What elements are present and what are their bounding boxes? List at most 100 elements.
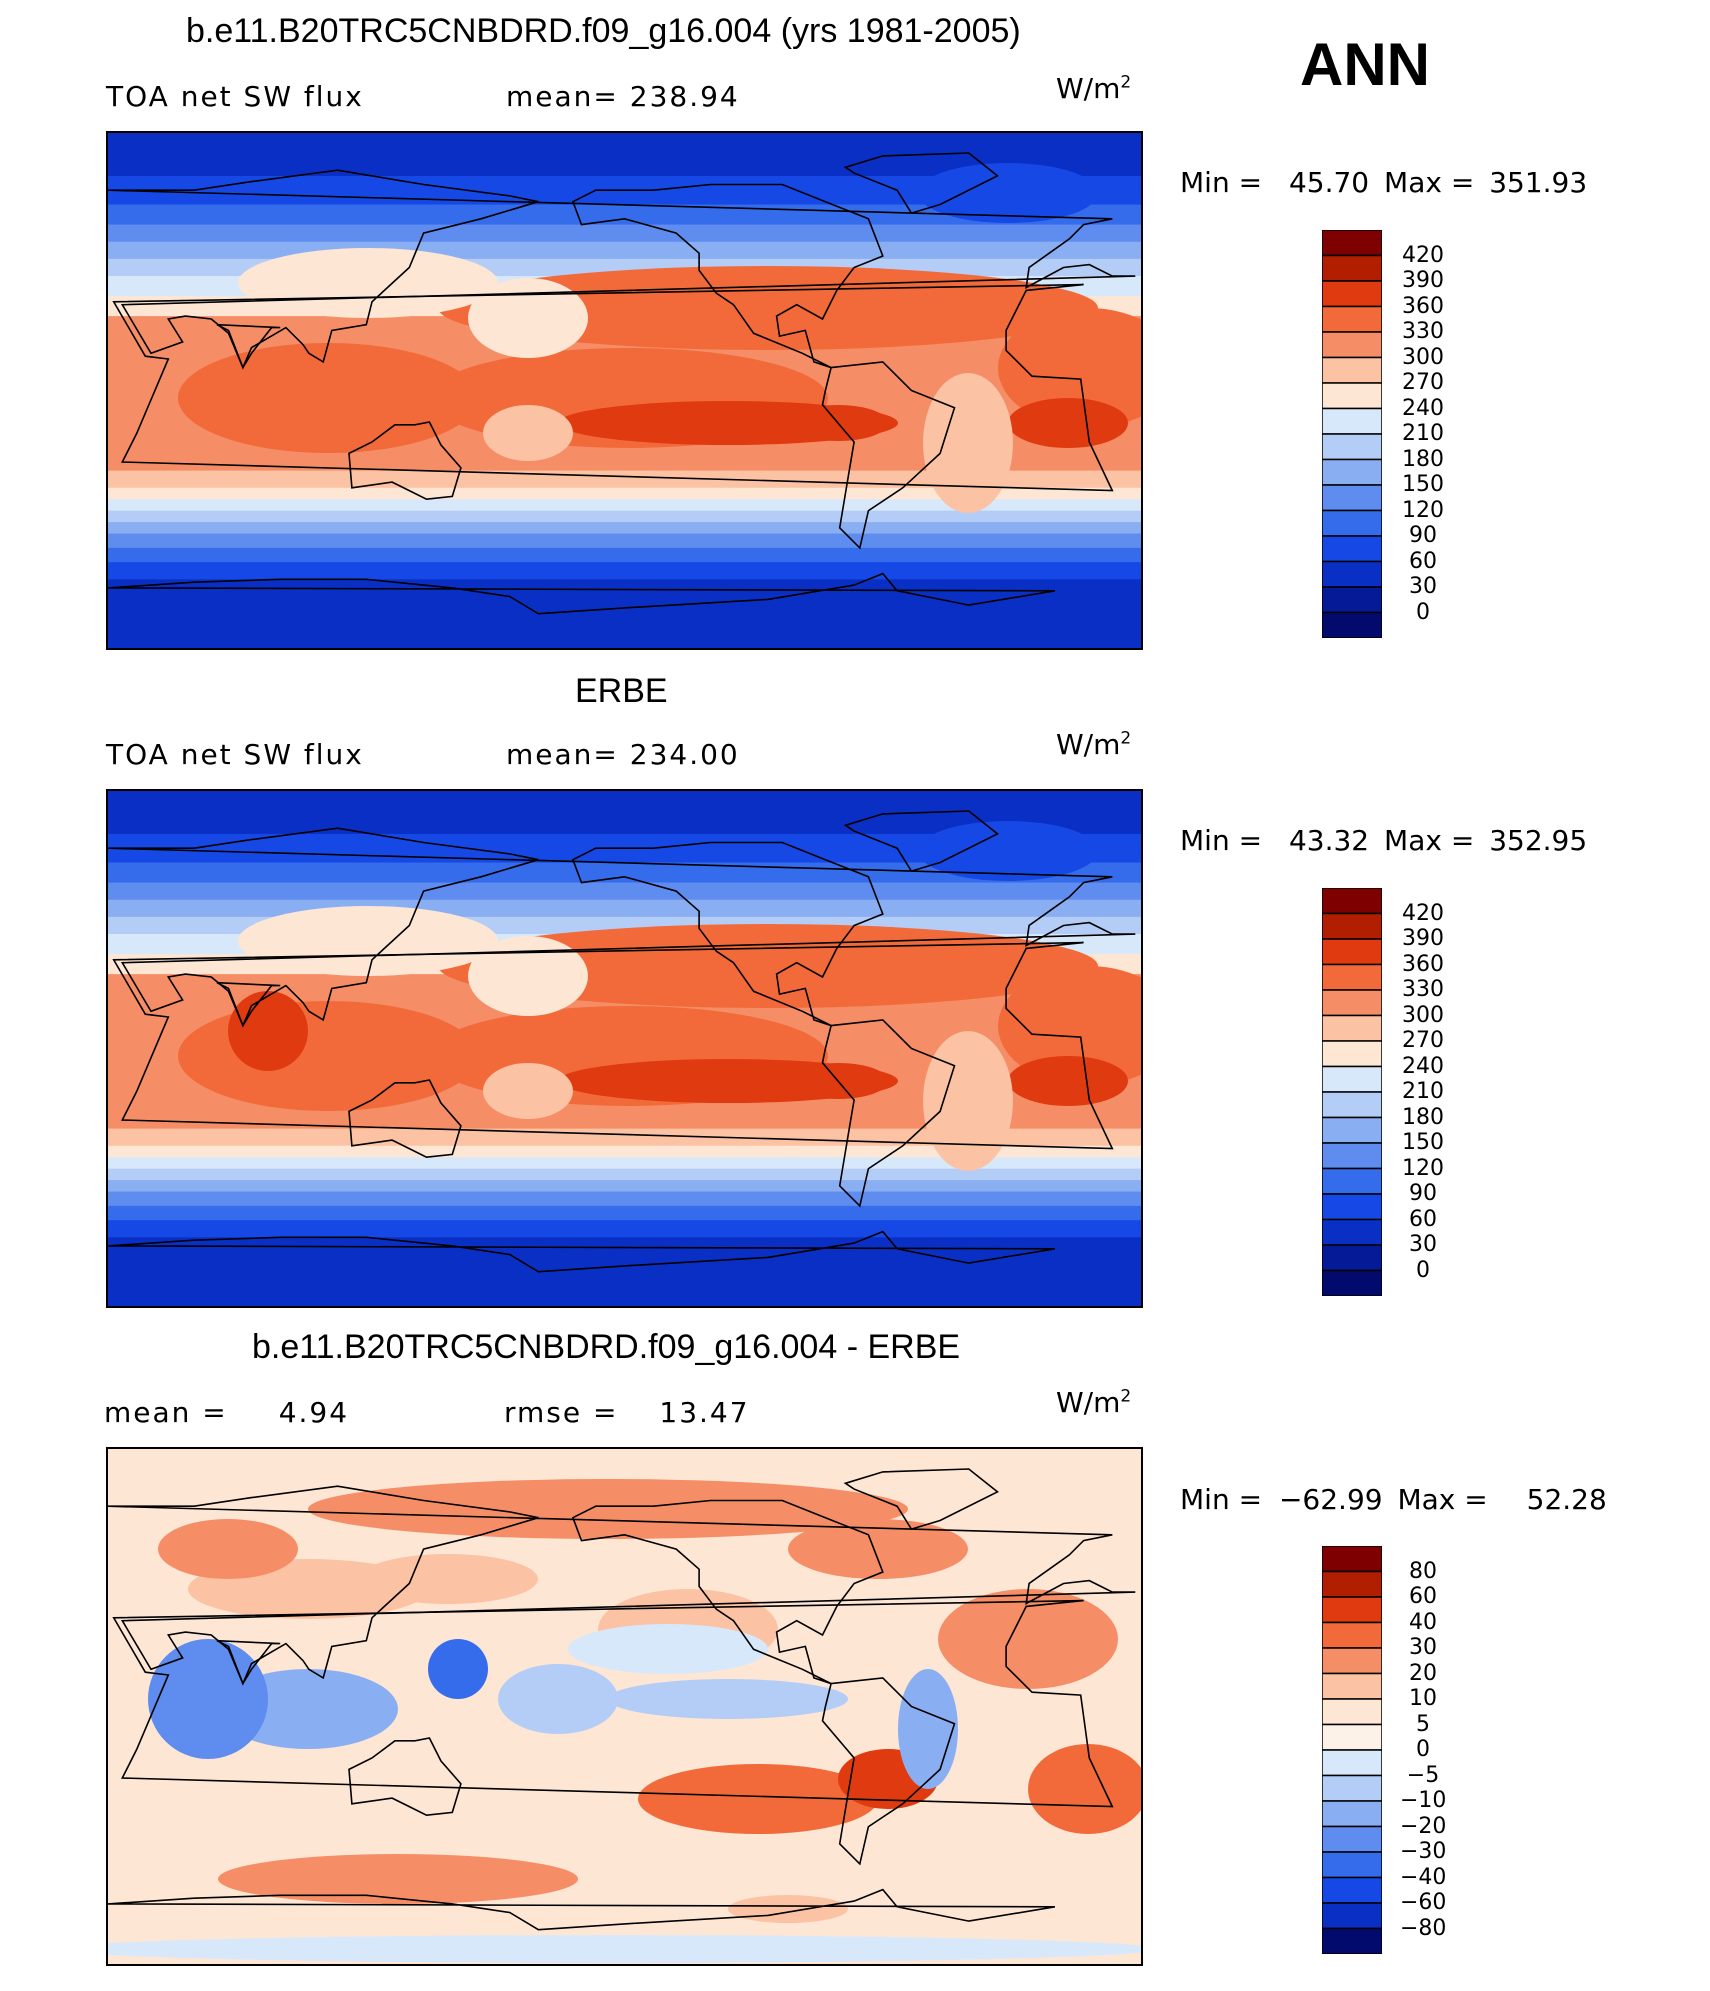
australia-coastline (348, 1737, 462, 1817)
colorbar-tick-label: −10 (1400, 1788, 1447, 1813)
colorbar-box (1321, 1825, 1383, 1853)
colorbar-tick-label: 360 (1402, 293, 1444, 319)
colorbar-tick-label: 0 (1416, 1257, 1430, 1283)
colorbar-tick-label: 390 (1402, 268, 1444, 293)
latitude-band (108, 510, 1141, 523)
africa-coastline (112, 1599, 1114, 1808)
latitude-band (108, 562, 1141, 580)
panel-2-mean-label: mean= 234.00 (506, 738, 740, 771)
greenland (918, 163, 1098, 223)
panel-1-mean-label: mean= 238.94 (506, 80, 740, 113)
latitude-band (108, 1168, 1141, 1181)
latitude-band (108, 1220, 1141, 1238)
panel-3-title: b.e11.B20TRC5CNBDRD.f09_g16.004 - ERBE (252, 1328, 961, 1366)
colorbar-tick-label: 20 (1409, 1660, 1437, 1686)
colorbar-tick-label: 60 (1409, 1584, 1437, 1609)
colorbar-box (1321, 1723, 1383, 1751)
latitude-band (108, 1145, 1141, 1158)
panel-2-min-label: Min = (1180, 824, 1263, 857)
panel-3-units: W/m2 (1056, 1386, 1131, 1419)
colorbar-tick-label: −5 (1406, 1762, 1440, 1788)
colorbar-tick-label: 30 (1409, 574, 1437, 599)
india-coastline (216, 1639, 281, 1686)
panel-3-mean-value: 4.94 (278, 1396, 350, 1429)
diff-blob (638, 1764, 878, 1834)
latitude-band (108, 882, 1141, 901)
colorbar-box (1321, 1091, 1383, 1119)
colorbar-box (1321, 1698, 1383, 1726)
panel-3-rmse-group: rmse = 13.47 (504, 1396, 750, 1429)
panel-3-min-label: Min = (1180, 1483, 1263, 1516)
panel-2-units-sup: 2 (1120, 728, 1132, 749)
panel-1-max-label: Max = (1384, 166, 1475, 199)
panel-3-units-sup: 2 (1120, 1386, 1132, 1407)
panel-2-min-value: 43.32 (1288, 824, 1370, 857)
colorbar-box (1321, 509, 1383, 537)
colorbar-box (1321, 1749, 1383, 1777)
panel-3-max-label: Max = (1397, 1483, 1488, 1516)
africa-coastline (112, 283, 1114, 492)
latitude-band (108, 1205, 1141, 1221)
colorbar-tick-label: 240 (1402, 1053, 1444, 1079)
greenland-coastline (843, 152, 999, 215)
colorbar-box (1321, 1167, 1383, 1195)
panel-3-mean-group: mean = 4.94 (104, 1396, 349, 1429)
asia-land (468, 936, 588, 1016)
panel-3-map (106, 1447, 1143, 1966)
latitude-band (108, 522, 1141, 535)
panel-1-units: W/m2 (1056, 72, 1131, 105)
colorbar-box (1321, 484, 1383, 512)
colorbar-box (1321, 1545, 1383, 1573)
panel-1-map-svg (108, 133, 1141, 648)
diff-blob (938, 1589, 1118, 1689)
colorbar-tick-label: 5 (1416, 1711, 1430, 1737)
panel-3-colorbar (1321, 1545, 1383, 1958)
colorbar-box (1321, 1596, 1383, 1624)
south-atlantic (1008, 1056, 1128, 1106)
colorbar-tick-label: 360 (1402, 951, 1444, 977)
atlantic (998, 308, 1141, 428)
colorbar-box (1321, 1672, 1383, 1700)
panel-1-units-sup: 2 (1120, 72, 1132, 93)
diff-blob (108, 1935, 1141, 1963)
colorbar-tick-label: 90 (1409, 1181, 1437, 1206)
greenland-coastline (843, 1468, 999, 1531)
panel-2-units-base: W/m (1056, 728, 1121, 761)
colorbar-box (1321, 1142, 1383, 1170)
colorbar-box (1321, 1193, 1383, 1221)
colorbar-tick-label: 330 (1402, 319, 1444, 344)
colorbar-box (1321, 1040, 1383, 1068)
eurasia-land (238, 248, 498, 318)
latitude-band (108, 533, 1141, 549)
colorbar-box (1321, 963, 1383, 991)
colorbar-box (1321, 1014, 1383, 1042)
panel-3-min-value: −62.99 (1278, 1483, 1383, 1516)
panel-1-min-value: 45.70 (1288, 166, 1370, 199)
south-america-land (923, 1031, 1013, 1171)
colorbar-tick-label: 150 (1402, 1130, 1444, 1155)
panel-1-min-label: Min = (1180, 166, 1263, 199)
colorbar-tick-label: 150 (1402, 472, 1444, 497)
panel-2-max-value: 352.95 (1489, 824, 1588, 857)
latitude-band (108, 224, 1141, 243)
colorbar-tick-label: 390 (1402, 926, 1444, 951)
antarctica-coastline (108, 1230, 1056, 1273)
colorbar-box (1321, 229, 1383, 257)
colorbar-tick-label: 0 (1416, 599, 1430, 625)
antarctica (108, 605, 1141, 641)
panel-3-map-svg (108, 1449, 1141, 1964)
europe-asia-coastline (108, 827, 1136, 1028)
latitude-band (108, 1191, 1141, 1207)
colorbar-box (1321, 560, 1383, 588)
panel-2-min-max: Min = 43.32 Max = 352.95 (1180, 824, 1587, 857)
latitude-band (108, 1157, 1141, 1170)
latitude-band (108, 1180, 1141, 1193)
diff-blob (608, 1679, 848, 1719)
colorbar-box (1321, 1927, 1383, 1955)
panel-1-min-max: Min = 45.70 Max = 351.93 (1180, 166, 1587, 199)
panel-3-rmse-value: 13.47 (659, 1396, 750, 1429)
panel-1-variable-label: TOA net SW flux (106, 80, 364, 113)
colorbar-tick-label: −40 (1400, 1864, 1447, 1890)
colorbar-tick-label: 420 (1402, 242, 1444, 268)
colorbar-box (1321, 611, 1383, 639)
